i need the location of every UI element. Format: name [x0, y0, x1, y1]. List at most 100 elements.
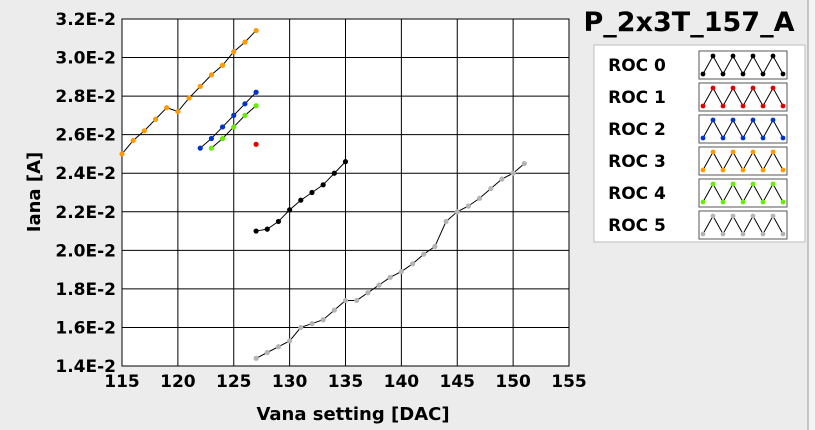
data-point: [298, 324, 304, 331]
grid: [122, 19, 569, 366]
y-tick-label: 2.6E-2: [55, 126, 116, 146]
data-point: [309, 189, 315, 196]
data-point: [287, 207, 293, 213]
legend-swatch-marker: [760, 103, 766, 109]
series-roc-3: [119, 27, 259, 157]
legend-label: ROC 5: [608, 216, 666, 236]
data-point: [253, 141, 259, 147]
legend-swatch-marker: [750, 149, 756, 155]
window-edge: [808, 0, 815, 430]
legend-item-roc-3: ROC 3: [608, 146, 788, 176]
legend-swatch-marker: [720, 167, 726, 173]
legend-swatch-marker: [780, 167, 786, 173]
y-tick-label: 2.2E-2: [55, 203, 116, 223]
legend-swatch-marker: [750, 117, 756, 123]
data-point: [164, 105, 170, 111]
legend-swatch-marker: [750, 181, 756, 187]
y-tick-label: 2.8E-2: [55, 87, 116, 107]
data-point: [320, 182, 326, 188]
data-point: [331, 307, 337, 313]
data-point: [477, 195, 483, 201]
legend-swatch-marker: [760, 135, 766, 141]
data-point: [521, 160, 527, 167]
data-point: [219, 124, 226, 130]
legend-swatch-marker: [730, 85, 736, 91]
legend-swatch-marker: [730, 149, 736, 155]
data-point: [275, 218, 282, 225]
legend-swatch-marker: [780, 135, 786, 141]
data-point: [264, 226, 270, 232]
data-point: [186, 95, 192, 101]
legend-swatch-marker: [740, 199, 746, 205]
legend-swatch-marker: [760, 167, 766, 173]
legend-swatch-marker: [770, 181, 776, 187]
x-tick-label: 150: [495, 372, 531, 392]
data-point: [253, 103, 259, 109]
data-point: [242, 101, 248, 107]
legend-swatch-marker: [700, 231, 706, 237]
legend-swatch-marker: [720, 231, 726, 237]
legend-swatch-marker: [750, 213, 756, 219]
legend-label: ROC 4: [608, 184, 666, 204]
x-tick-label: 140: [384, 372, 420, 392]
x-tick-label: 145: [440, 372, 476, 392]
legend-swatch-marker: [700, 71, 706, 77]
legend-swatch-marker: [700, 103, 706, 109]
legend-swatch-marker: [710, 149, 716, 155]
data-point: [398, 268, 404, 275]
legend-swatch-marker: [760, 199, 766, 205]
series-roc-4: [208, 103, 259, 151]
y-tick-label: 1.6E-2: [55, 318, 116, 338]
data-point: [253, 89, 259, 95]
legend-swatch-marker: [700, 167, 706, 173]
data-point: [342, 159, 349, 165]
x-tick-label: 125: [216, 372, 252, 392]
data-point: [287, 338, 293, 344]
legend-item-roc-1: ROC 1: [608, 82, 788, 112]
data-point: [253, 27, 259, 34]
data-point: [309, 320, 315, 327]
x-tick-label: 130: [272, 372, 308, 392]
data-point: [275, 344, 282, 350]
legend-swatch-marker: [730, 117, 736, 123]
legend-swatch-marker: [780, 231, 786, 237]
series-roc-5: [253, 160, 527, 361]
legend-swatch-marker: [770, 149, 776, 155]
data-point: [208, 135, 214, 142]
x-tick-label: 135: [328, 372, 364, 392]
data-point: [152, 116, 159, 122]
legend-swatch-marker: [730, 213, 736, 219]
data-point: [432, 243, 438, 250]
x-tick-label: 115: [104, 372, 140, 392]
legend-item-roc-0: ROC 0: [608, 50, 788, 80]
data-point: [454, 209, 460, 215]
legend-swatch-marker: [740, 135, 746, 141]
data-point: [421, 251, 427, 257]
legend-swatch-marker: [730, 53, 736, 59]
data-point: [320, 317, 326, 323]
legend-label: ROC 2: [608, 120, 666, 140]
data-point: [130, 137, 136, 144]
data-point: [510, 170, 516, 176]
legend-swatch-marker: [740, 231, 746, 237]
data-point: [376, 282, 382, 288]
data-point: [119, 151, 125, 157]
legend-swatch-marker: [740, 103, 746, 109]
chart-title: P_2x3T_157_A: [584, 7, 795, 38]
legend-label: ROC 0: [608, 56, 666, 76]
data-point: [197, 145, 203, 151]
legend-swatch-marker: [720, 71, 726, 77]
legend-label: ROC 1: [608, 88, 666, 108]
y-tick-label: 1.8E-2: [55, 280, 116, 300]
legend-item-roc-2: ROC 2: [608, 114, 788, 144]
x-tick-label: 120: [160, 372, 196, 392]
data-point: [231, 49, 237, 55]
legend-swatch-marker: [700, 199, 706, 205]
data-point: [488, 186, 494, 192]
legend-swatch-marker: [720, 199, 726, 205]
data-point: [354, 297, 360, 304]
data-point: [253, 228, 259, 234]
series-roc-2: [197, 89, 259, 151]
x-axis-label: Vana setting [DAC]: [256, 404, 449, 425]
